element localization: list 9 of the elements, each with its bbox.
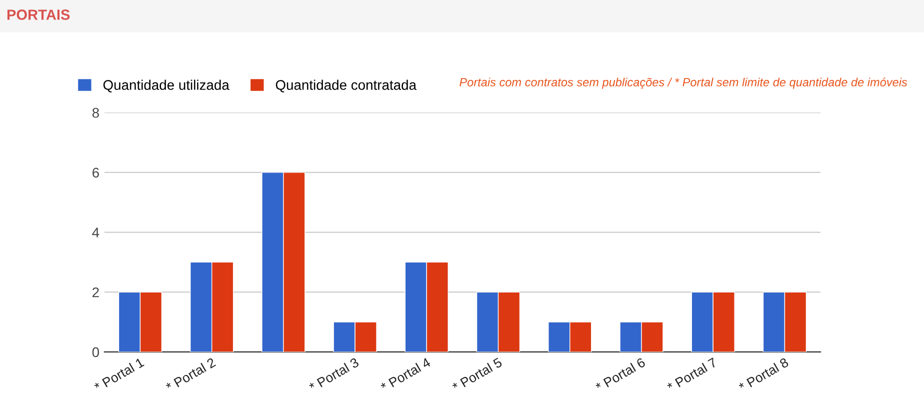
- chart-title: PORTAIS: [7, 10, 70, 20]
- y-tick-label: 6: [92, 168, 99, 178]
- y-tick-label: 4: [92, 228, 100, 238]
- legend-label: Quantidade utilizada: [103, 80, 230, 92]
- y-tick-label: 2: [92, 287, 99, 298]
- legend-label: Quantidade contratada: [276, 80, 417, 92]
- y-tick-label: 8: [92, 108, 99, 118]
- text: Portais com contratos sem publicações / * Portal sem limite de quantidade de imóveis: [460, 78, 908, 89]
- y-tick-label: 0: [92, 347, 100, 358]
